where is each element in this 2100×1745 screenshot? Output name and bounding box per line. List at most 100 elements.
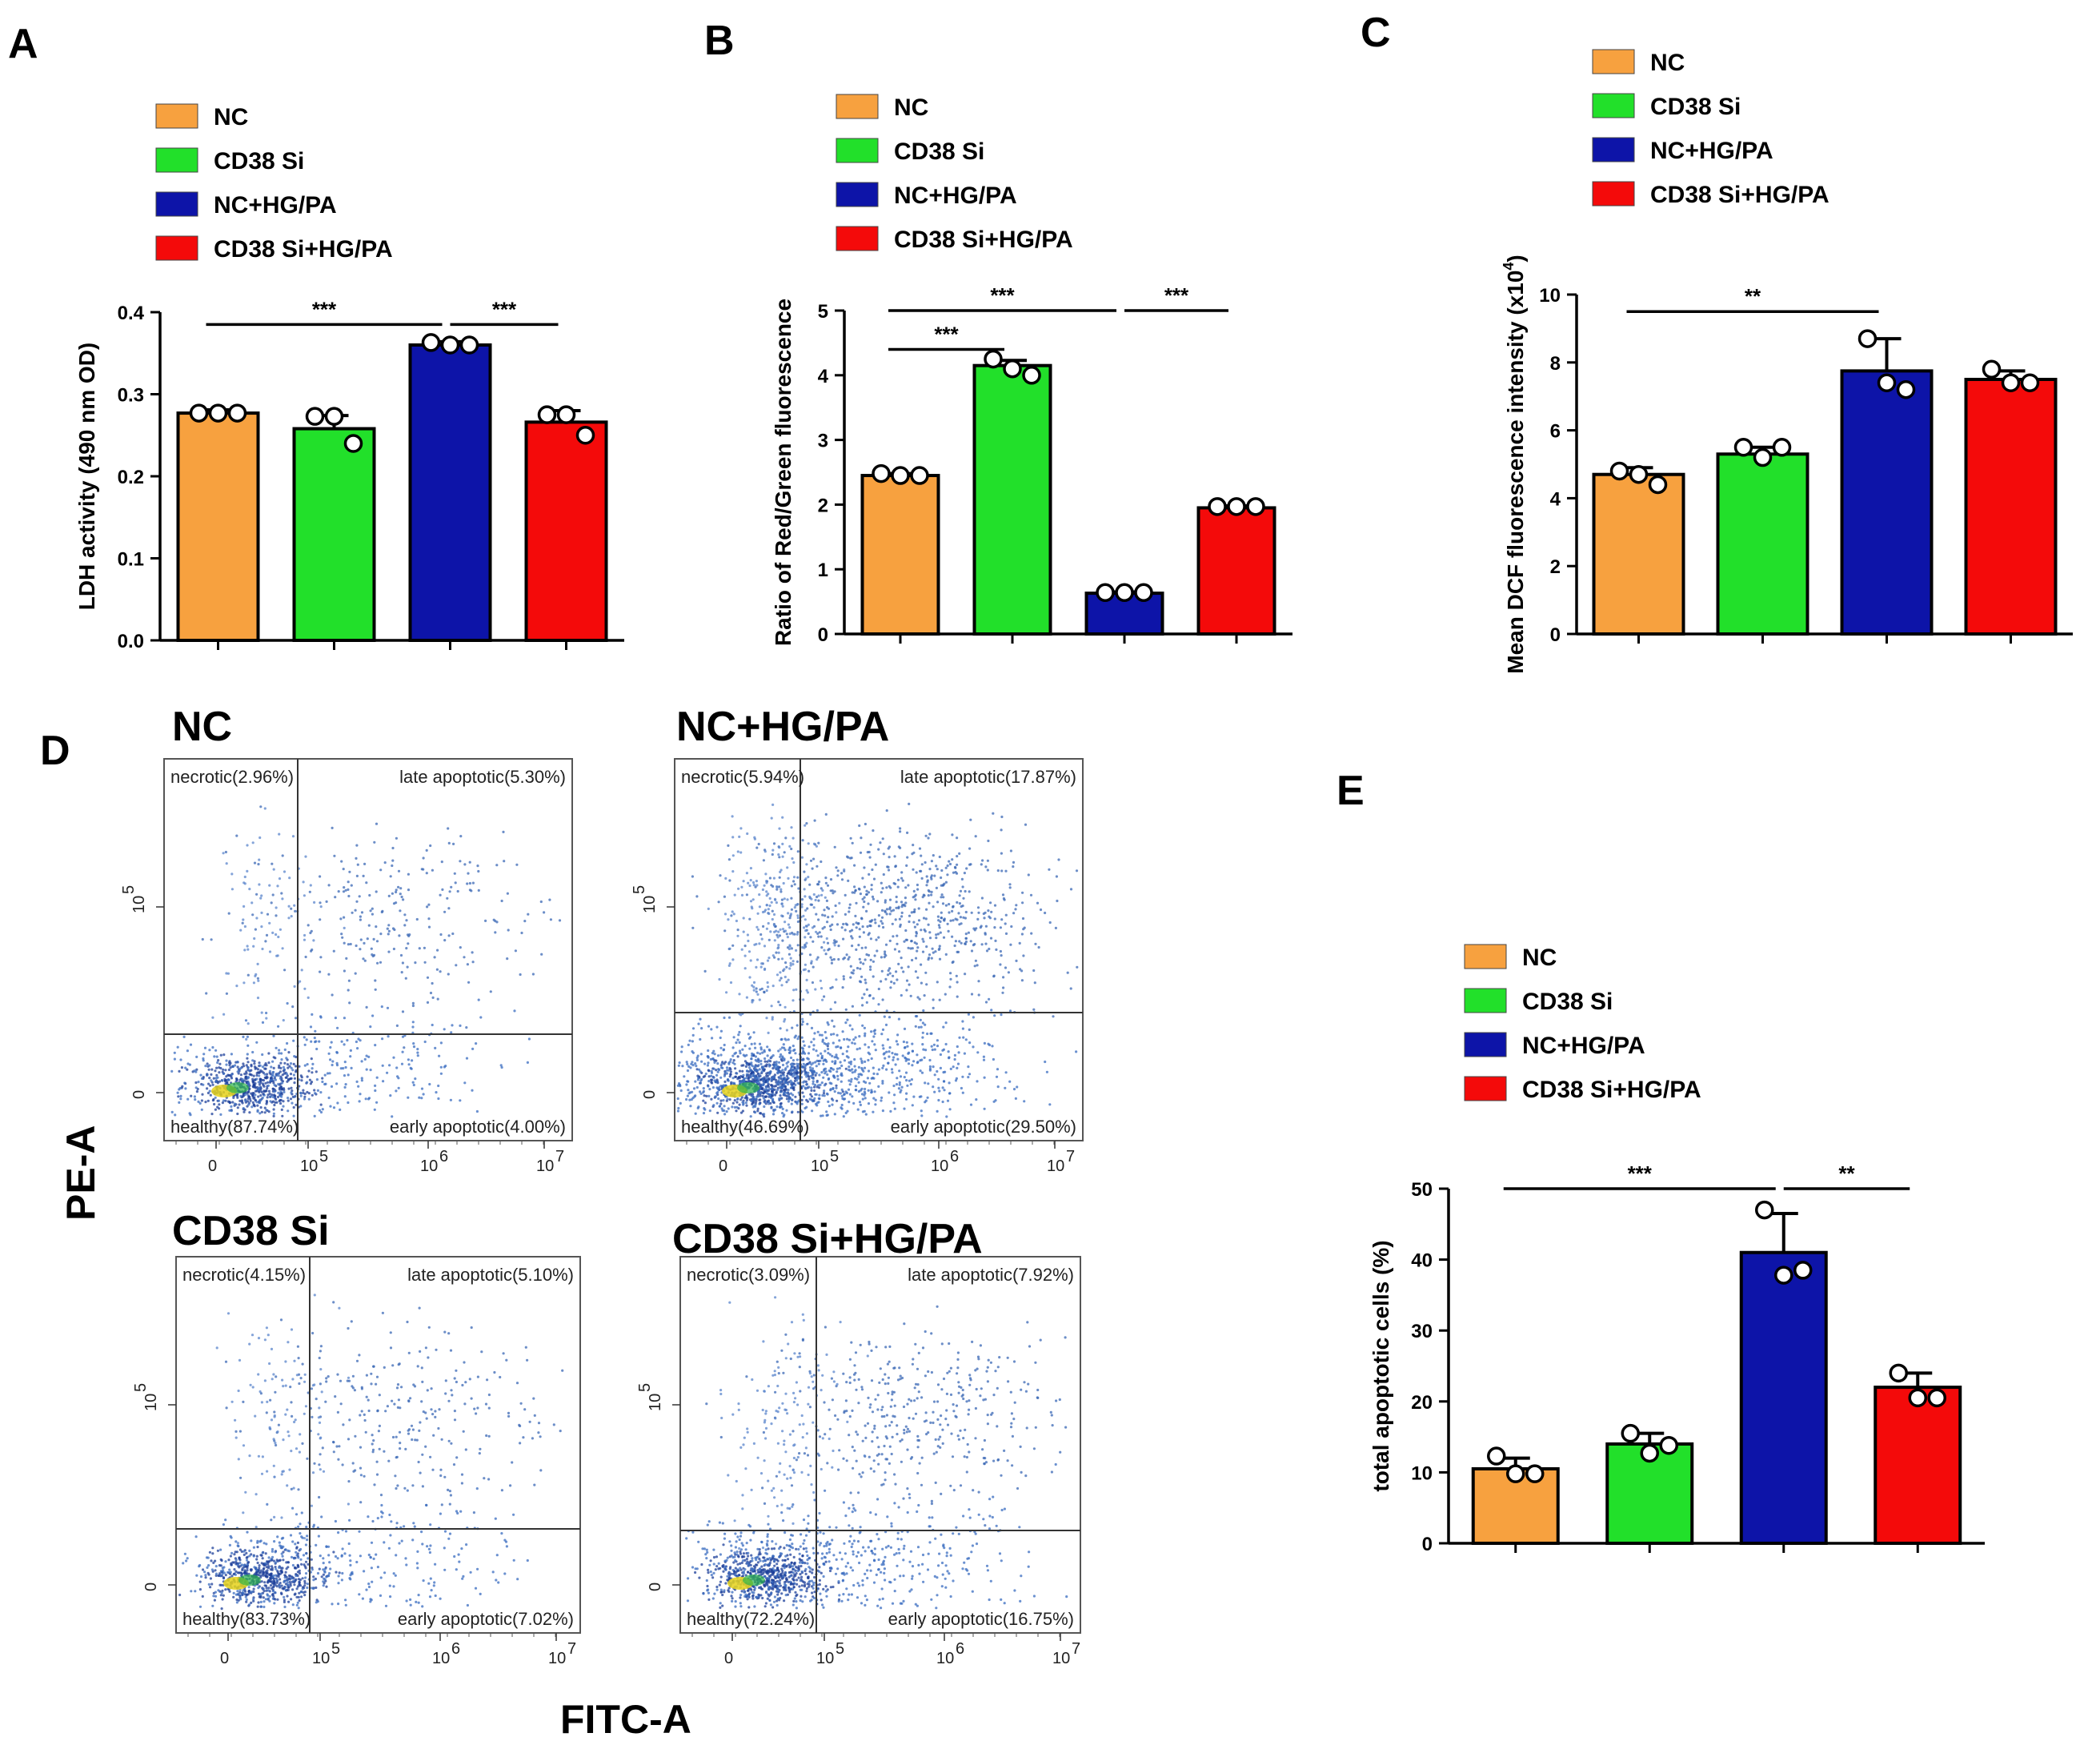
flow-event-dot — [291, 1069, 295, 1072]
flow-event-dot — [291, 1089, 294, 1093]
flow-event-dot — [329, 1105, 332, 1108]
legend-swatch-1 — [836, 138, 879, 163]
flow-event-dot — [924, 917, 928, 921]
flow-event-dot — [763, 1113, 766, 1116]
flow-event-dot — [708, 1088, 711, 1091]
flow-event-dot — [954, 866, 957, 869]
flow-event-dot — [248, 1111, 251, 1114]
flow-event-dot — [737, 1076, 740, 1079]
flow-event-dot — [968, 1041, 972, 1045]
flow-event-dot — [260, 1011, 263, 1014]
flow-event-dot — [514, 949, 518, 953]
flow-event-dot — [310, 1057, 313, 1061]
flow-event-dot — [228, 1568, 231, 1571]
flow-event-dot — [304, 1572, 308, 1575]
flow-event-dot — [391, 1364, 395, 1367]
flow-event-dot — [942, 936, 946, 939]
flow-event-dot — [242, 905, 246, 908]
flow-event-dot — [865, 893, 868, 896]
flow-event-dot — [203, 1570, 206, 1574]
flow-event-dot — [790, 826, 793, 829]
flow-event-dot — [993, 1014, 996, 1017]
flow-event-dot — [730, 914, 733, 917]
flow-event-dot — [198, 1565, 201, 1568]
flow-event-dot — [829, 1069, 832, 1073]
flow-event-dot — [802, 1058, 805, 1061]
flow-event-dot — [906, 831, 909, 834]
flow-event-dot — [780, 1083, 783, 1086]
flow-event-dot — [225, 1075, 228, 1078]
flow-event-dot — [765, 881, 768, 885]
flow-event-dot — [811, 1109, 814, 1113]
flow-event-dot — [734, 1067, 737, 1070]
flow-event-dot — [767, 1063, 771, 1066]
flow-event-dot — [731, 1077, 735, 1080]
flow-event-dot — [733, 1062, 736, 1065]
flow-event-dot — [756, 928, 760, 931]
flow-event-dot — [910, 1078, 913, 1081]
flow-event-dot — [253, 937, 256, 941]
flow-event-dot — [300, 1595, 303, 1599]
flow-event-dot — [702, 1089, 706, 1093]
flow-event-dot — [775, 1105, 779, 1109]
flow-event-dot — [275, 1101, 279, 1104]
flow-event-dot — [870, 1090, 873, 1093]
flow-event-dot — [276, 1570, 279, 1575]
flow-event-dot — [311, 1093, 314, 1097]
flow-event-dot — [387, 950, 391, 953]
flow-event-dot — [894, 864, 897, 868]
flow-event-dot — [900, 915, 904, 918]
flow-event-dot — [258, 1098, 262, 1101]
flow-event-dot — [268, 1595, 271, 1598]
flow-event-dot — [951, 935, 954, 938]
flow-event-dot — [1029, 893, 1033, 897]
flow-event-dot — [702, 1099, 705, 1102]
significance-label-0: ** — [1745, 284, 1761, 308]
flow-event-dot — [314, 1041, 317, 1044]
flow-event-dot — [862, 931, 865, 934]
flow-event-dot — [259, 1571, 262, 1575]
flow-event-dot — [959, 889, 963, 893]
flow-event-dot — [804, 944, 807, 948]
flow-event-dot — [809, 859, 813, 862]
flow-event-dot — [835, 1086, 838, 1089]
flow-event-dot — [789, 1079, 792, 1082]
flow-event-dot — [254, 973, 258, 976]
flow-event-dot — [752, 1053, 755, 1056]
flow-event-dot — [185, 1559, 188, 1562]
flow-event-dot — [299, 980, 302, 983]
flow-event-dot — [170, 1069, 174, 1073]
flow-x-tick-label: 0 — [719, 1157, 727, 1175]
flow-event-dot — [952, 919, 955, 922]
flow-event-dot — [375, 1101, 379, 1104]
flow-event-dot — [311, 1062, 315, 1065]
flow-event-dot — [319, 1345, 323, 1348]
flow-event-dot — [265, 1542, 268, 1546]
flow-event-dot — [863, 1066, 867, 1069]
flow-event-dot — [820, 1114, 823, 1117]
y-tick-label-2: 20 — [1411, 1392, 1433, 1414]
flow-x-tick-label: 10 — [420, 1157, 438, 1175]
flow-event-dot — [769, 930, 772, 933]
flow-event-dot — [995, 948, 998, 951]
flow-event-dot — [314, 1092, 317, 1095]
flow-event-dot — [840, 872, 844, 875]
flow-event-dot — [403, 1046, 406, 1049]
flow-event-dot — [860, 981, 863, 984]
flow-event-dot — [827, 1042, 830, 1045]
flow-event-dot — [951, 961, 954, 965]
flow-event-dot — [262, 1596, 265, 1599]
flow-event-dot — [992, 812, 995, 815]
flow-event-dot — [877, 987, 880, 991]
flow-event-dot — [947, 929, 950, 933]
flow-event-dot — [225, 992, 228, 995]
flow-event-dot — [234, 1593, 238, 1596]
flow-event-dot — [274, 1550, 277, 1554]
flow-event-dot — [848, 1093, 852, 1096]
flow-event-dot — [826, 1073, 829, 1077]
flow-event-dot — [898, 917, 901, 921]
flow-event-dot — [707, 1085, 710, 1088]
flow-event-dot — [765, 927, 769, 930]
flow-event-dot — [214, 1108, 217, 1111]
y-tick-label-3: 30 — [1411, 1321, 1433, 1342]
